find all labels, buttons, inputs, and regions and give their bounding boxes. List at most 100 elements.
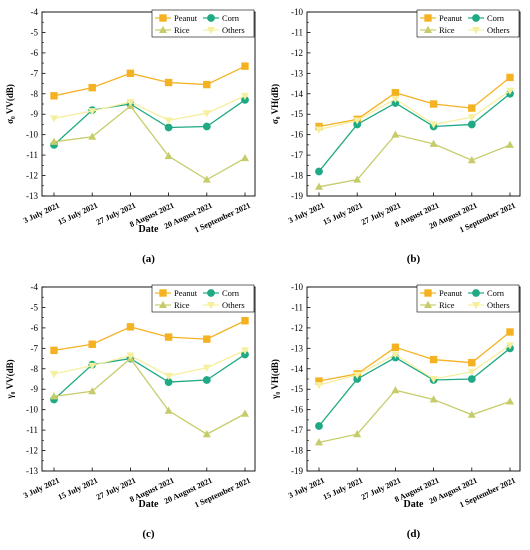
legend-label-rice: Rice — [439, 25, 455, 35]
legend-label-peanut: Peanut — [439, 288, 463, 298]
y-tick-label: -13 — [291, 68, 303, 78]
y-tick-label: -11 — [26, 425, 38, 435]
x-tick-label: 15 July 2021 — [57, 476, 99, 502]
point-others — [429, 121, 438, 129]
point-corn — [315, 422, 323, 430]
y-tick-label: -8 — [31, 89, 39, 99]
legend-label-corn: Corn — [222, 288, 240, 298]
y-tick-label: -8 — [31, 364, 39, 374]
series-line-rice — [318, 133, 511, 188]
point-peanut — [506, 328, 514, 336]
point-peanut — [468, 358, 476, 367]
legend-marker-rice — [159, 300, 167, 308]
point-others — [202, 364, 211, 372]
y-tick-label: -12 — [26, 171, 38, 181]
y-tick-label: -10 — [26, 405, 38, 415]
y-tick-label: -7 — [31, 343, 39, 353]
y-tick-label: -18 — [291, 171, 303, 181]
point-rice — [202, 430, 211, 438]
x-tick-label: 3 July 2021 — [22, 201, 61, 226]
legend-label-corn: Corn — [487, 288, 505, 298]
point-peanut — [50, 92, 58, 100]
y-tick-label: -4 — [31, 282, 39, 292]
y-tick-label: -10 — [26, 130, 38, 140]
point-peanut — [164, 333, 173, 341]
point-others — [353, 371, 362, 380]
point-rice — [241, 409, 249, 417]
point-peanut — [506, 73, 514, 82]
point-peanut — [126, 69, 135, 78]
legend-label-others: Others — [222, 300, 245, 310]
series-line-corn — [318, 93, 511, 172]
point-corn — [202, 376, 211, 384]
panel-label: (d) — [407, 528, 421, 540]
y-tick-label: -17 — [291, 150, 303, 160]
point-corn — [467, 375, 476, 383]
point-peanut — [203, 335, 211, 343]
legend-box — [416, 284, 520, 313]
point-others — [315, 382, 323, 390]
point-rice — [164, 406, 173, 414]
panel-label: (c) — [142, 528, 155, 540]
y-tick-label: -19 — [291, 466, 303, 476]
panel-label: (b) — [407, 253, 421, 265]
y-tick-label: -5 — [31, 302, 39, 312]
point-peanut — [241, 62, 249, 70]
point-corn — [202, 122, 211, 131]
legend-label-corn: Corn — [487, 13, 505, 23]
point-rice — [429, 139, 438, 147]
point-others — [467, 368, 476, 377]
series-line-corn — [53, 99, 246, 146]
series-line-peanut — [53, 65, 246, 97]
point-others — [391, 95, 400, 104]
chart-panel-d: -19 -18 -17 -16 -15 -14 -13 -12 -11 -10 3 July 202… — [270, 282, 521, 540]
point-rice — [315, 182, 323, 190]
legend-marker-rice — [159, 25, 167, 33]
series-line-rice — [53, 357, 246, 435]
plot-frame — [306, 11, 521, 197]
point-peanut — [241, 317, 249, 325]
point-corn — [467, 120, 476, 129]
point-rice — [202, 175, 211, 183]
series-line-others — [318, 90, 511, 131]
y-tick-label: -14 — [291, 89, 303, 99]
plot-frame — [306, 286, 521, 472]
point-peanut — [88, 83, 96, 92]
point-others — [506, 87, 514, 95]
panel-label: (a) — [142, 253, 155, 265]
legend-box — [151, 9, 255, 38]
point-others — [429, 376, 438, 384]
legend-label-peanut: Peanut — [174, 13, 198, 23]
legend-label-rice: Rice — [174, 300, 190, 310]
legend-label-others: Others — [222, 25, 245, 35]
point-rice — [391, 130, 400, 138]
series-line-corn — [318, 347, 511, 427]
series-line-rice — [318, 389, 511, 444]
point-peanut — [468, 104, 476, 112]
legend-marker-peanut — [159, 14, 167, 22]
y-tick-label: -13 — [26, 191, 38, 201]
x-axis-label: Date — [139, 224, 160, 235]
y-tick-label: -10 — [291, 7, 303, 17]
y-axis-label: σ₀ VV(dB) — [5, 84, 15, 124]
legend-marker-corn — [207, 289, 215, 297]
y-tick-label: -11 — [291, 302, 303, 312]
legend-marker-corn — [472, 289, 480, 297]
point-others — [353, 117, 362, 125]
legend-marker-corn — [207, 14, 215, 22]
point-peanut — [88, 340, 96, 348]
series-line-corn — [53, 353, 246, 400]
point-others — [241, 92, 249, 101]
point-rice — [241, 153, 249, 162]
series-line-others — [53, 95, 246, 122]
legend-label-others: Others — [487, 300, 510, 310]
x-tick-label: 3 July 2021 — [22, 476, 61, 501]
series-line-rice — [53, 105, 246, 181]
series-line-others — [318, 344, 511, 386]
point-others — [506, 342, 514, 350]
point-rice — [88, 387, 97, 395]
series-line-peanut — [318, 331, 511, 382]
legend-marker-rice — [424, 25, 432, 33]
y-tick-label: -12 — [291, 323, 303, 333]
